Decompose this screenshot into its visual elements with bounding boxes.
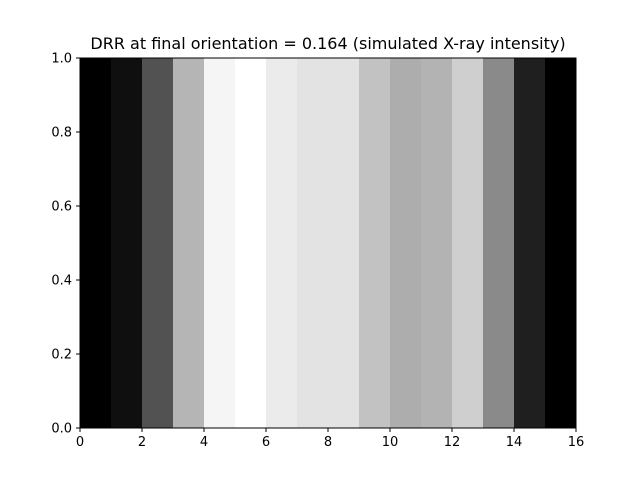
x-tick-label: 6 (262, 435, 270, 450)
heatmap-cell (266, 58, 298, 428)
x-tick-label: 0 (76, 435, 84, 450)
y-tick-label: 0.2 (51, 348, 72, 363)
heatmap-cell (235, 58, 267, 428)
heatmap-cell (545, 58, 577, 428)
y-axis: 0.0 0.2 0.4 0.6 0.8 1.0 (51, 52, 80, 437)
heatmap-cell (452, 58, 484, 428)
y-tick-label: 0.0 (51, 422, 72, 437)
y-tick-label: 0.4 (51, 274, 72, 289)
x-tick-label: 14 (506, 435, 523, 450)
x-tick-label: 4 (200, 435, 208, 450)
heatmap-cell (390, 58, 422, 428)
y-tick-label: 0.8 (51, 126, 72, 141)
heatmap-cell (421, 58, 453, 428)
heatmap-cell (204, 58, 236, 428)
x-tick-label: 2 (138, 435, 146, 450)
y-tick-label: 1.0 (51, 52, 72, 67)
heatmap-cell (328, 58, 360, 428)
y-tick-label: 0.6 (51, 200, 72, 215)
chart-title: DRR at final orientation = 0.164 (simula… (90, 34, 565, 53)
heatmap-cell (483, 58, 515, 428)
heatmap-cells (80, 58, 577, 428)
heatmap-cell (297, 58, 329, 428)
x-tick-label: 12 (444, 435, 461, 450)
x-tick-label: 16 (568, 435, 585, 450)
x-axis: 0 2 4 6 8 10 12 14 16 (76, 428, 584, 450)
x-tick-label: 8 (324, 435, 332, 450)
x-tick-label: 10 (382, 435, 399, 450)
heatmap-cell (142, 58, 174, 428)
heatmap-cell (359, 58, 391, 428)
heatmap-cell (80, 58, 112, 428)
heatmap-cell (173, 58, 205, 428)
heatmap-cell (514, 58, 546, 428)
heatmap-cell (111, 58, 143, 428)
